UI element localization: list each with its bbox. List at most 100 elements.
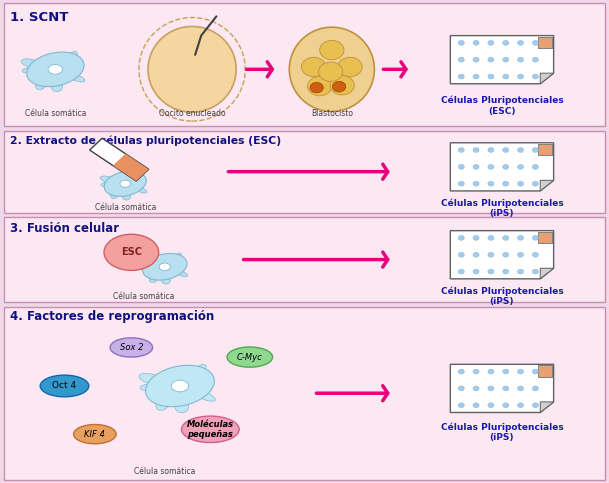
Polygon shape xyxy=(450,143,554,191)
Ellipse shape xyxy=(159,263,171,270)
Circle shape xyxy=(473,269,479,274)
Text: Células Pluripotenciales
(iPS): Células Pluripotenciales (iPS) xyxy=(440,198,563,218)
Circle shape xyxy=(502,369,509,374)
Circle shape xyxy=(518,181,524,186)
Circle shape xyxy=(518,252,524,257)
Text: Células Pluripotenciales
(ESC): Células Pluripotenciales (ESC) xyxy=(440,96,563,116)
Circle shape xyxy=(473,74,479,79)
Circle shape xyxy=(458,403,464,408)
Circle shape xyxy=(458,148,464,153)
Circle shape xyxy=(319,62,343,81)
Circle shape xyxy=(502,403,509,408)
Ellipse shape xyxy=(65,52,77,61)
Polygon shape xyxy=(540,268,554,279)
Circle shape xyxy=(458,369,464,374)
Circle shape xyxy=(458,269,464,274)
Ellipse shape xyxy=(194,390,215,401)
Ellipse shape xyxy=(149,275,158,283)
Ellipse shape xyxy=(100,176,115,183)
Ellipse shape xyxy=(171,380,189,392)
Ellipse shape xyxy=(143,254,187,280)
Circle shape xyxy=(310,82,323,93)
Text: 4. Factores de reprogramación: 4. Factores de reprogramación xyxy=(10,310,214,323)
Text: Moléculas
pequeñas: Moléculas pequeñas xyxy=(187,420,234,439)
Text: Célula somática: Célula somática xyxy=(113,292,174,301)
Ellipse shape xyxy=(110,338,153,357)
Text: Blastocisto: Blastocisto xyxy=(311,109,353,118)
Circle shape xyxy=(473,181,479,186)
Circle shape xyxy=(532,181,538,186)
Circle shape xyxy=(488,41,494,45)
Text: Oct 4: Oct 4 xyxy=(52,382,77,390)
Circle shape xyxy=(518,148,524,153)
Circle shape xyxy=(532,74,538,79)
Circle shape xyxy=(333,81,346,92)
Circle shape xyxy=(532,236,538,241)
Ellipse shape xyxy=(181,416,239,442)
Circle shape xyxy=(488,252,494,257)
Ellipse shape xyxy=(172,253,181,261)
Ellipse shape xyxy=(146,365,214,407)
Circle shape xyxy=(518,386,524,391)
Ellipse shape xyxy=(148,27,236,112)
Circle shape xyxy=(473,386,479,391)
Circle shape xyxy=(458,57,464,62)
Polygon shape xyxy=(540,180,554,191)
Circle shape xyxy=(532,369,538,374)
Text: 3. Fusión celular: 3. Fusión celular xyxy=(10,222,119,235)
Polygon shape xyxy=(450,231,554,279)
Circle shape xyxy=(488,57,494,62)
Ellipse shape xyxy=(51,82,63,92)
Ellipse shape xyxy=(101,183,112,186)
Text: 1. SCNT: 1. SCNT xyxy=(10,11,68,24)
Text: KIF 4: KIF 4 xyxy=(85,430,105,439)
Circle shape xyxy=(458,252,464,257)
FancyBboxPatch shape xyxy=(4,217,605,302)
Text: Sox 2: Sox 2 xyxy=(119,343,143,352)
Circle shape xyxy=(502,236,509,241)
Circle shape xyxy=(518,57,524,62)
Text: Célula somática: Célula somática xyxy=(134,467,195,476)
Circle shape xyxy=(518,369,524,374)
Polygon shape xyxy=(113,154,149,181)
Circle shape xyxy=(320,41,344,60)
Ellipse shape xyxy=(138,259,154,266)
Circle shape xyxy=(488,369,494,374)
Ellipse shape xyxy=(21,59,41,68)
Circle shape xyxy=(502,269,509,274)
Circle shape xyxy=(301,57,326,76)
Text: Célula somática: Célula somática xyxy=(94,203,156,212)
Circle shape xyxy=(502,57,509,62)
Circle shape xyxy=(488,148,494,153)
Circle shape xyxy=(502,164,509,169)
Circle shape xyxy=(308,76,332,96)
Circle shape xyxy=(532,403,538,408)
Ellipse shape xyxy=(48,64,63,74)
Ellipse shape xyxy=(175,401,189,412)
Ellipse shape xyxy=(227,347,273,367)
Circle shape xyxy=(458,74,464,79)
Ellipse shape xyxy=(161,277,171,284)
Circle shape xyxy=(502,41,509,45)
FancyBboxPatch shape xyxy=(4,131,605,213)
Circle shape xyxy=(458,386,464,391)
Circle shape xyxy=(502,252,509,257)
Text: 2. Extracto de células pluripotenciales (ESC): 2. Extracto de células pluripotenciales … xyxy=(10,136,281,146)
Circle shape xyxy=(473,164,479,169)
Circle shape xyxy=(473,41,479,45)
Ellipse shape xyxy=(27,52,84,86)
Circle shape xyxy=(458,181,464,186)
Circle shape xyxy=(488,181,494,186)
Circle shape xyxy=(518,74,524,79)
Text: Células Pluripotenciales
(iPS): Células Pluripotenciales (iPS) xyxy=(440,422,563,442)
Circle shape xyxy=(473,403,479,408)
Circle shape xyxy=(532,57,538,62)
FancyBboxPatch shape xyxy=(538,232,552,243)
Circle shape xyxy=(458,164,464,169)
Polygon shape xyxy=(540,402,554,412)
Ellipse shape xyxy=(35,80,47,89)
FancyBboxPatch shape xyxy=(538,365,552,377)
Circle shape xyxy=(502,74,509,79)
Circle shape xyxy=(532,386,538,391)
Ellipse shape xyxy=(122,193,130,200)
